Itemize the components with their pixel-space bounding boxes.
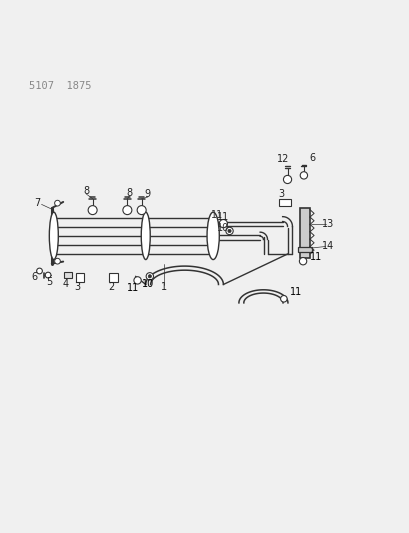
Circle shape (219, 220, 227, 228)
Ellipse shape (207, 212, 219, 260)
Text: 3: 3 (74, 282, 81, 292)
Text: 11: 11 (127, 282, 139, 293)
Circle shape (36, 268, 42, 274)
Circle shape (280, 295, 286, 302)
Bar (297, 247, 311, 252)
Circle shape (134, 277, 141, 284)
Text: 13: 13 (321, 220, 334, 229)
Text: 9: 9 (144, 189, 151, 199)
Text: 3: 3 (278, 189, 284, 199)
Text: 11: 11 (309, 252, 321, 262)
Text: 1: 1 (161, 282, 167, 292)
Circle shape (299, 257, 306, 265)
Text: 11: 11 (289, 287, 301, 297)
Circle shape (88, 206, 97, 215)
Circle shape (283, 175, 291, 183)
Ellipse shape (141, 212, 150, 260)
Circle shape (45, 272, 51, 278)
Circle shape (137, 206, 146, 215)
Text: 10: 10 (217, 223, 229, 233)
Text: 5: 5 (46, 277, 52, 287)
Circle shape (299, 172, 307, 179)
Circle shape (146, 272, 153, 280)
Ellipse shape (49, 212, 58, 260)
Text: 14: 14 (321, 241, 334, 252)
Bar (76, 273, 84, 282)
Text: 10: 10 (142, 279, 153, 288)
Text: 2: 2 (108, 282, 114, 292)
Text: 8: 8 (126, 188, 132, 198)
Text: 8: 8 (83, 186, 89, 196)
Text: 4: 4 (63, 279, 69, 289)
Text: 7: 7 (34, 198, 40, 208)
Bar (64, 272, 72, 278)
Bar (109, 273, 118, 282)
Bar (299, 208, 309, 258)
Text: 6: 6 (309, 153, 315, 163)
Text: 5107  1875: 5107 1875 (29, 80, 92, 91)
Text: 11: 11 (211, 211, 223, 221)
Text: 12: 12 (276, 154, 289, 164)
Circle shape (123, 206, 132, 215)
Text: 6: 6 (31, 272, 38, 282)
Circle shape (148, 274, 151, 278)
Circle shape (54, 259, 60, 264)
Bar (279, 199, 290, 206)
Circle shape (225, 227, 233, 235)
Circle shape (227, 229, 231, 232)
Circle shape (54, 200, 60, 206)
Text: 11: 11 (217, 213, 229, 222)
